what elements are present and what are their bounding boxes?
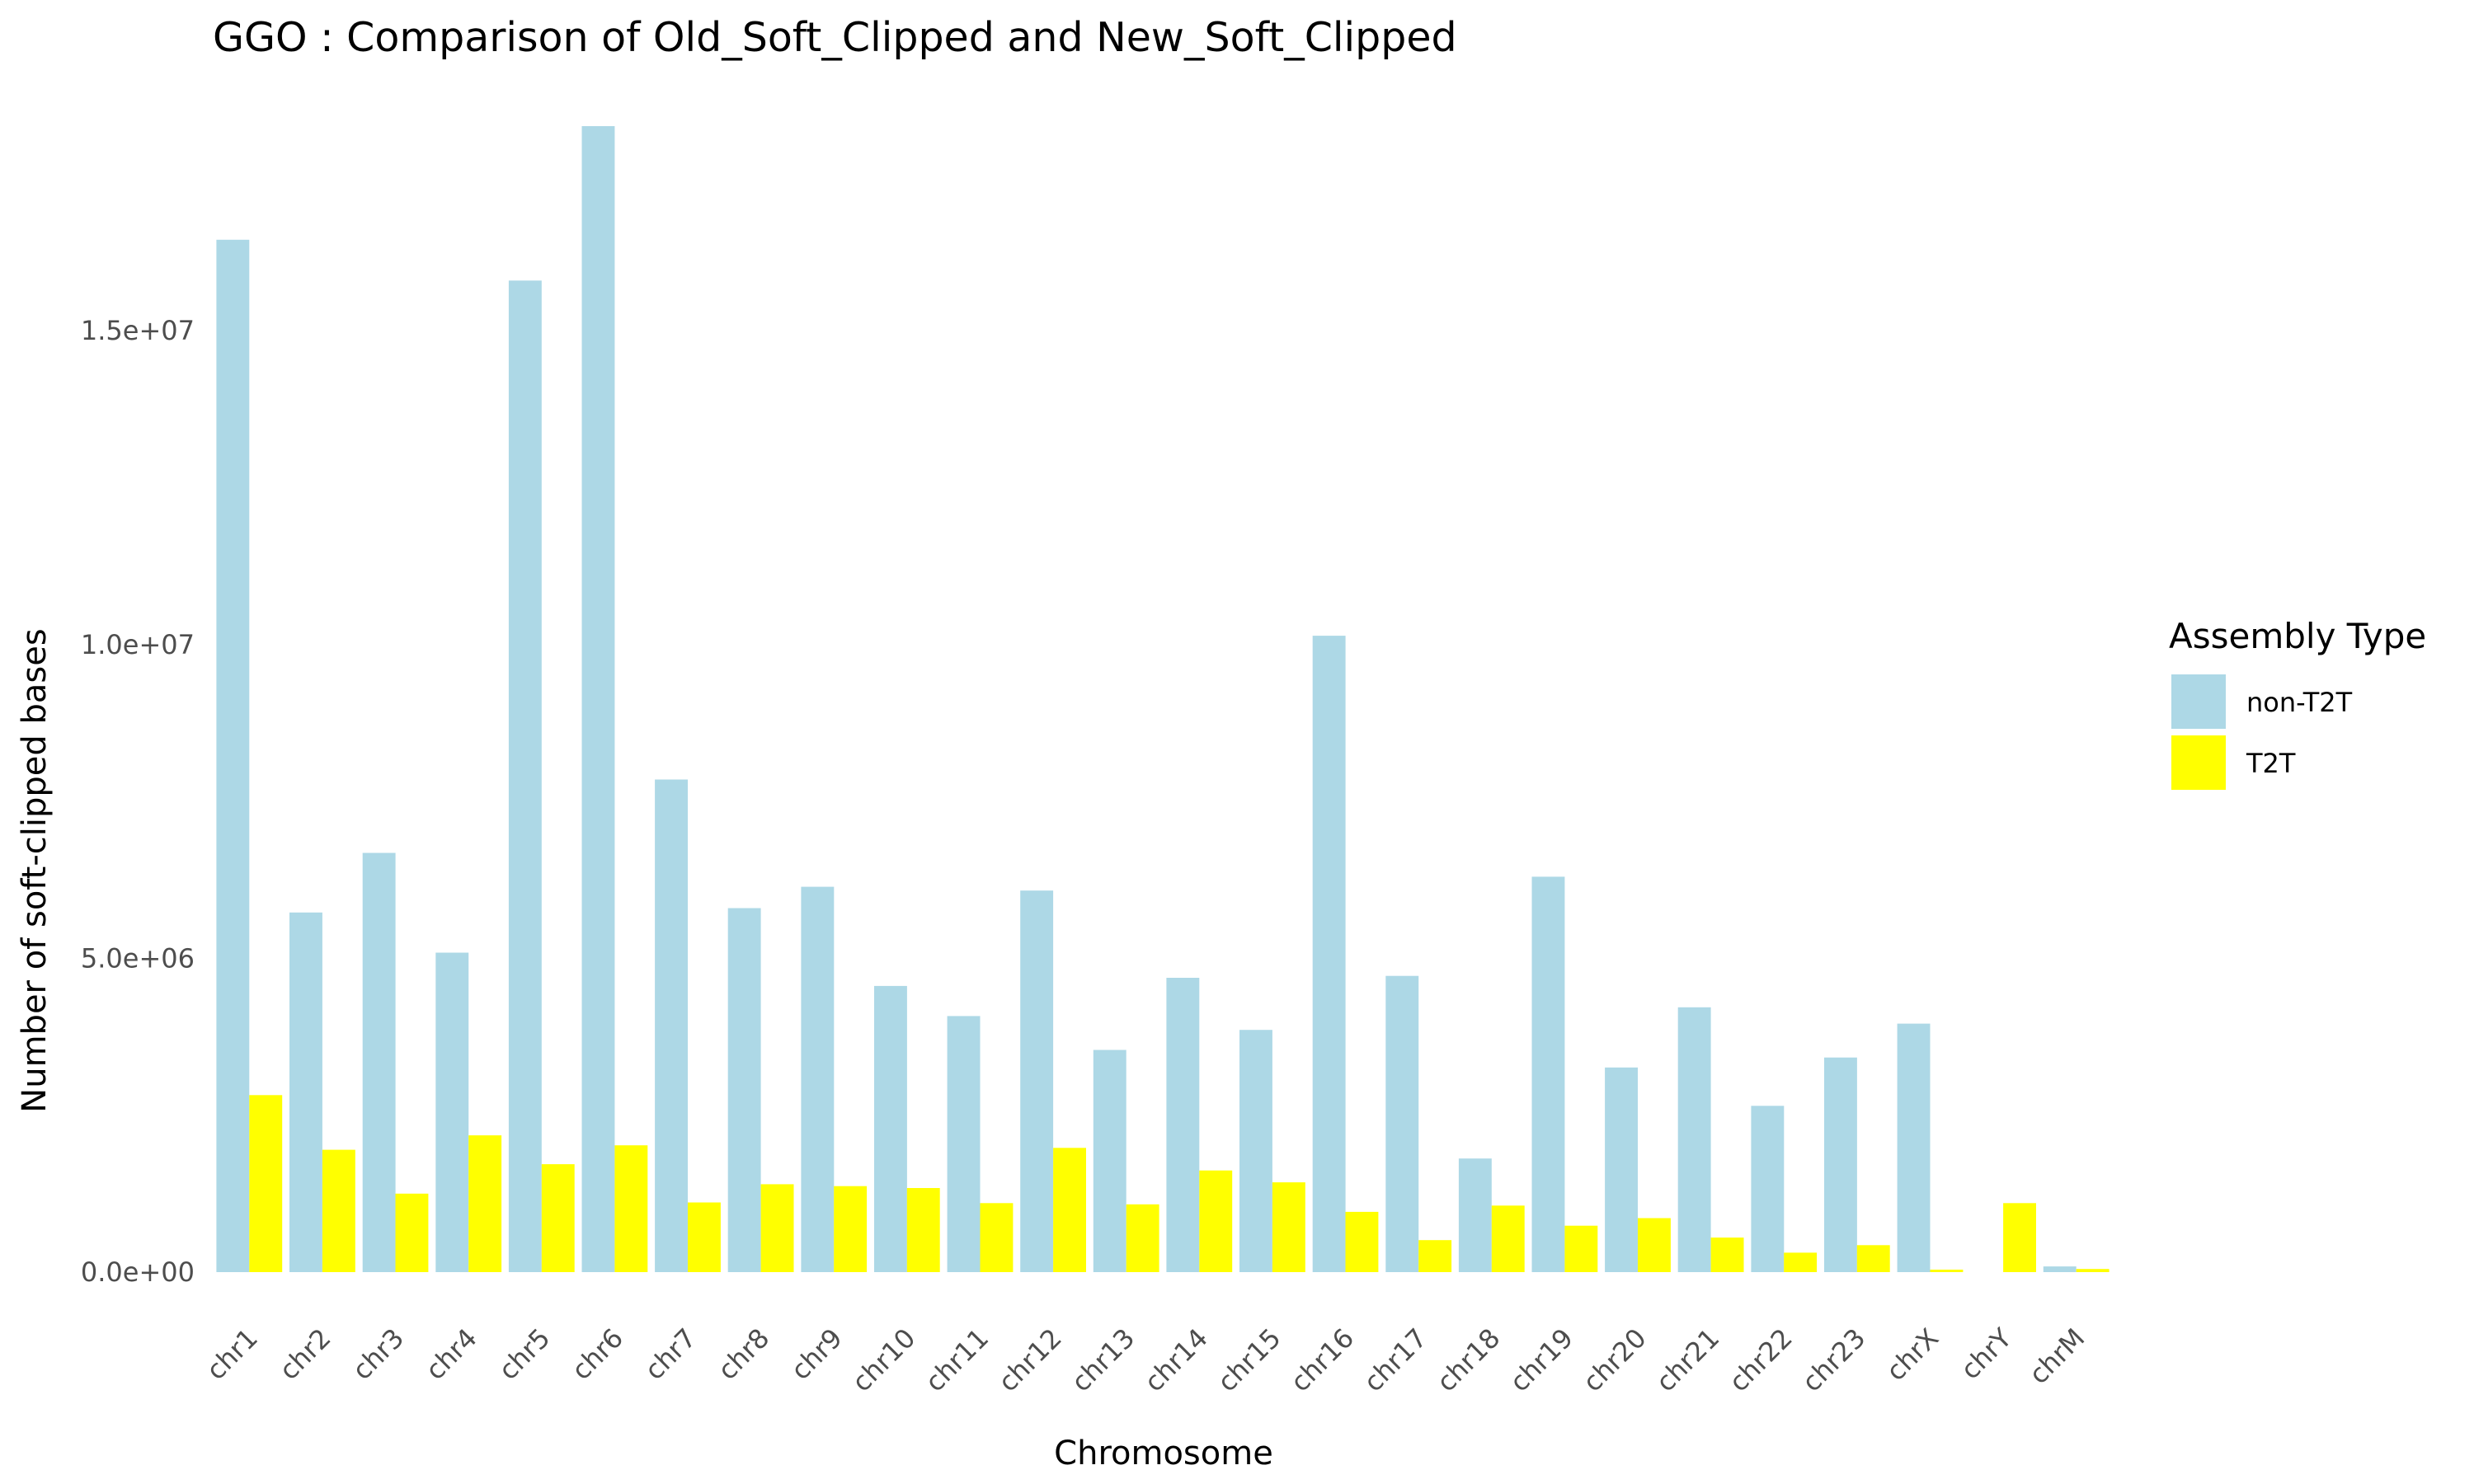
y-tick-label: 5.0e+06 [81,942,195,974]
bar-t2t-chr19 [1564,1225,1598,1272]
bar-t2t-chr16 [1345,1211,1379,1272]
bar-t2t-chr22 [1784,1252,1818,1272]
bar-t2t-chrM [2076,1269,2109,1272]
x-tick-label-chr19: chr19 [1503,1322,1579,1398]
bar-t2t-chr14 [1199,1170,1233,1272]
bar-t2t-chr5 [541,1164,575,1272]
bar-non-t2t-chr6 [581,126,615,1272]
x-tick-label-chr5: chr5 [492,1322,556,1386]
bar-t2t-chr15 [1272,1182,1305,1272]
bar-non-t2t-chr4 [435,952,469,1272]
bar-t2t-chrY [2003,1203,2036,1272]
x-tick-label-chr8: chr8 [712,1322,775,1386]
bar-t2t-chr7 [688,1202,721,1272]
bar-non-t2t-chr5 [508,280,542,1272]
x-tick-label-chr3: chr3 [346,1322,410,1386]
bar-non-t2t-chr12 [1020,890,1054,1272]
bar-non-t2t-chrM [2043,1266,2077,1272]
x-tick-label-chr10: chr10 [846,1322,922,1398]
bar-t2t-chr3 [395,1193,429,1272]
plot-area [216,126,2109,1272]
bar-t2t-chr17 [1418,1240,1452,1272]
bar-non-t2t-chr21 [1677,1007,1711,1272]
bar-non-t2t-chr15 [1239,1030,1272,1272]
bar-non-t2t-chr17 [1385,975,1419,1272]
y-tick-label: 0.0e+00 [81,1256,195,1288]
x-tick-label-chr2: chr2 [273,1322,336,1386]
y-tick-label: 1.0e+07 [81,629,195,660]
legend-label-t2t: T2T [2246,748,2296,779]
bar-t2t-chr11 [980,1203,1014,1272]
x-tick-label-chr17: chr17 [1357,1322,1433,1398]
bar-t2t-chr2 [322,1149,355,1272]
bar-non-t2t-chr8 [727,908,761,1272]
x-axis-title: Chromosome [1054,1435,1273,1472]
bar-non-t2t-chr13 [1093,1050,1126,1272]
bar-t2t-chr18 [1491,1205,1525,1272]
x-tick-label-chr16: chr16 [1284,1322,1360,1398]
y-tick-label: 1.5e+07 [81,315,195,346]
bar-t2t-chr6 [614,1145,648,1272]
bar-t2t-chrX [1930,1270,1964,1272]
bar-non-t2t-chr18 [1458,1158,1492,1272]
bar-non-t2t-chr3 [362,852,396,1272]
bar-t2t-chr21 [1710,1237,1744,1272]
x-tick-label-chr15: chr15 [1211,1322,1287,1398]
y-axis: 0.0e+00 5.0e+06 1.0e+07 1.5e+07 [81,315,195,1288]
bar-t2t-chr8 [760,1184,794,1272]
bar-t2t-chr20 [1638,1218,1671,1272]
bar-non-t2t-chr11 [947,1016,981,1272]
bar-t2t-chr23 [1856,1245,1890,1272]
x-tick-label-chr11: chr11 [919,1322,995,1398]
bar-non-t2t-chr2 [289,912,322,1272]
bar-non-t2t-chr1 [216,239,250,1272]
bar-t2t-chr13 [1126,1204,1159,1272]
bar-non-t2t-chr23 [1824,1057,1857,1272]
y-axis-title: Number of soft-clipped bases [16,628,54,1112]
legend-swatch-non-t2t [2171,674,2226,729]
x-tick-label-chr12: chr12 [992,1322,1068,1398]
bar-non-t2t-chr9 [801,886,835,1272]
x-tick-label-chr22: chr22 [1723,1322,1799,1398]
bar-non-t2t-chr10 [874,985,907,1272]
legend-label-non-t2t: non-T2T [2246,687,2353,718]
bar-non-t2t-chrX [1897,1023,1931,1272]
bar-non-t2t-chr14 [1166,978,1200,1272]
chart-title: GGO : Comparison of Old_Soft_Clipped and… [213,14,1457,61]
x-tick-label-chr18: chr18 [1431,1322,1507,1398]
x-tick-label-chr21: chr21 [1650,1322,1726,1398]
x-tick-label-chr13: chr13 [1065,1322,1141,1398]
x-tick-label-chrX: chrX [1880,1322,1945,1387]
x-tick-label-chrM: chrM [2023,1322,2091,1390]
legend: Assembly Type non-T2T T2T [2169,616,2426,790]
x-axis: chr1 chr2 chr3 chr4 chr5 chr6 chr7 chr8 chr9chr1… [200,1322,2091,1397]
legend-title: Assembly Type [2169,616,2426,656]
bar-non-t2t-chr19 [1531,876,1565,1272]
bar-t2t-chr1 [249,1095,283,1272]
bar-t2t-chr12 [1053,1148,1086,1272]
x-tick-label-chr23: chr23 [1796,1322,1872,1398]
bar-non-t2t-chr20 [1605,1067,1638,1272]
x-tick-label-chr6: chr6 [566,1322,629,1386]
bar-t2t-chr9 [834,1186,868,1272]
x-tick-label-chr14: chr14 [1138,1322,1214,1398]
x-tick-label-chr20: chr20 [1577,1322,1653,1398]
bar-non-t2t-chr7 [655,779,688,1272]
x-tick-label-chr9: chr9 [785,1322,849,1386]
bar-non-t2t-chr16 [1312,636,1346,1272]
x-tick-label-chr1: chr1 [200,1322,264,1386]
legend-swatch-t2t [2171,735,2226,790]
bar-non-t2t-chr22 [1751,1106,1785,1272]
x-tick-label-chr7: chr7 [638,1322,702,1386]
bar-t2t-chr4 [468,1135,502,1272]
x-tick-label-chr4: chr4 [420,1322,483,1386]
x-tick-label-chrY: chrY [1954,1322,2018,1385]
bar-t2t-chr10 [906,1188,940,1272]
